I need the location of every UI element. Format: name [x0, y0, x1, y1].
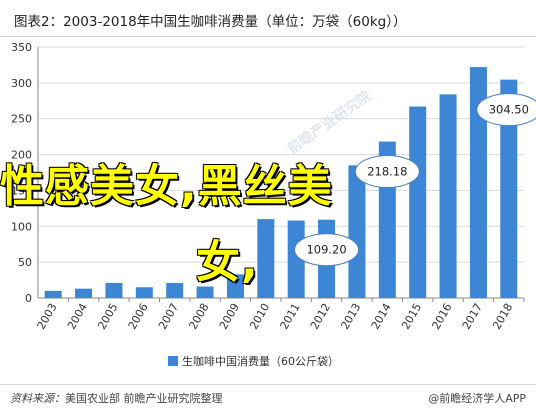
data-callout	[354, 155, 420, 189]
source-text: 美国农业部 前瞻产业研究院整理	[65, 392, 223, 405]
y-tick-label: 300	[11, 77, 32, 90]
y-tick-label: 150	[11, 184, 32, 197]
bar	[500, 79, 518, 298]
data-label: 218.18	[367, 165, 407, 179]
x-tick-label: 2018	[490, 301, 515, 332]
header-divider	[0, 36, 536, 37]
bar	[257, 219, 275, 298]
x-tick-label: 2015	[399, 301, 424, 332]
y-tick-label: 50	[18, 256, 32, 269]
x-tick-label: 2003	[35, 301, 60, 332]
x-tick-label: 2012	[308, 301, 333, 332]
bar	[439, 94, 457, 299]
y-tick-label: 350	[11, 41, 32, 54]
legend-label: 生咖啡中国消费量（60公斤袋）	[182, 354, 339, 368]
y-tick-label: 200	[11, 149, 32, 162]
x-tick-label: 2008	[186, 301, 211, 332]
bar	[105, 282, 123, 298]
x-tick-label: 2007	[156, 301, 181, 332]
y-tick-label: 250	[11, 113, 32, 126]
brand-label: @前瞻经济学人APP	[428, 392, 526, 405]
bar	[75, 288, 93, 298]
y-tick-label: 100	[11, 220, 32, 233]
x-tick-label: 2004	[65, 301, 90, 332]
x-tick-label: 2009	[217, 301, 242, 332]
data-callout	[476, 93, 536, 127]
x-tick-label: 2010	[247, 301, 272, 332]
source-note: 资料来源：美国农业部 前瞻产业研究院整理	[10, 390, 223, 406]
legend-swatch	[168, 356, 178, 366]
data-label: 109.20	[306, 243, 346, 257]
bar	[226, 274, 244, 298]
bar	[135, 287, 153, 298]
bar	[196, 286, 214, 298]
x-tick-label: 2014	[369, 301, 394, 332]
bar	[348, 165, 366, 298]
source-label: 资料来源：	[10, 392, 65, 405]
x-tick-label: 2006	[126, 301, 151, 332]
data-callout	[294, 233, 360, 267]
x-tick-label: 2011	[278, 301, 303, 332]
data-label: 304.50	[489, 103, 529, 117]
x-tick-label: 2013	[338, 301, 363, 332]
bar	[166, 282, 184, 298]
footer-divider	[0, 384, 536, 385]
x-tick-label: 2016	[429, 301, 454, 332]
chart-title: 图表2：2003-2018年中国生咖啡消费量（单位：万袋（60kg））	[14, 14, 407, 30]
bar	[44, 290, 62, 298]
bar	[409, 106, 427, 298]
x-tick-label: 2005	[95, 301, 120, 332]
y-tick-label: 0	[25, 292, 32, 305]
bar	[469, 67, 487, 298]
x-tick-label: 2017	[460, 301, 485, 332]
